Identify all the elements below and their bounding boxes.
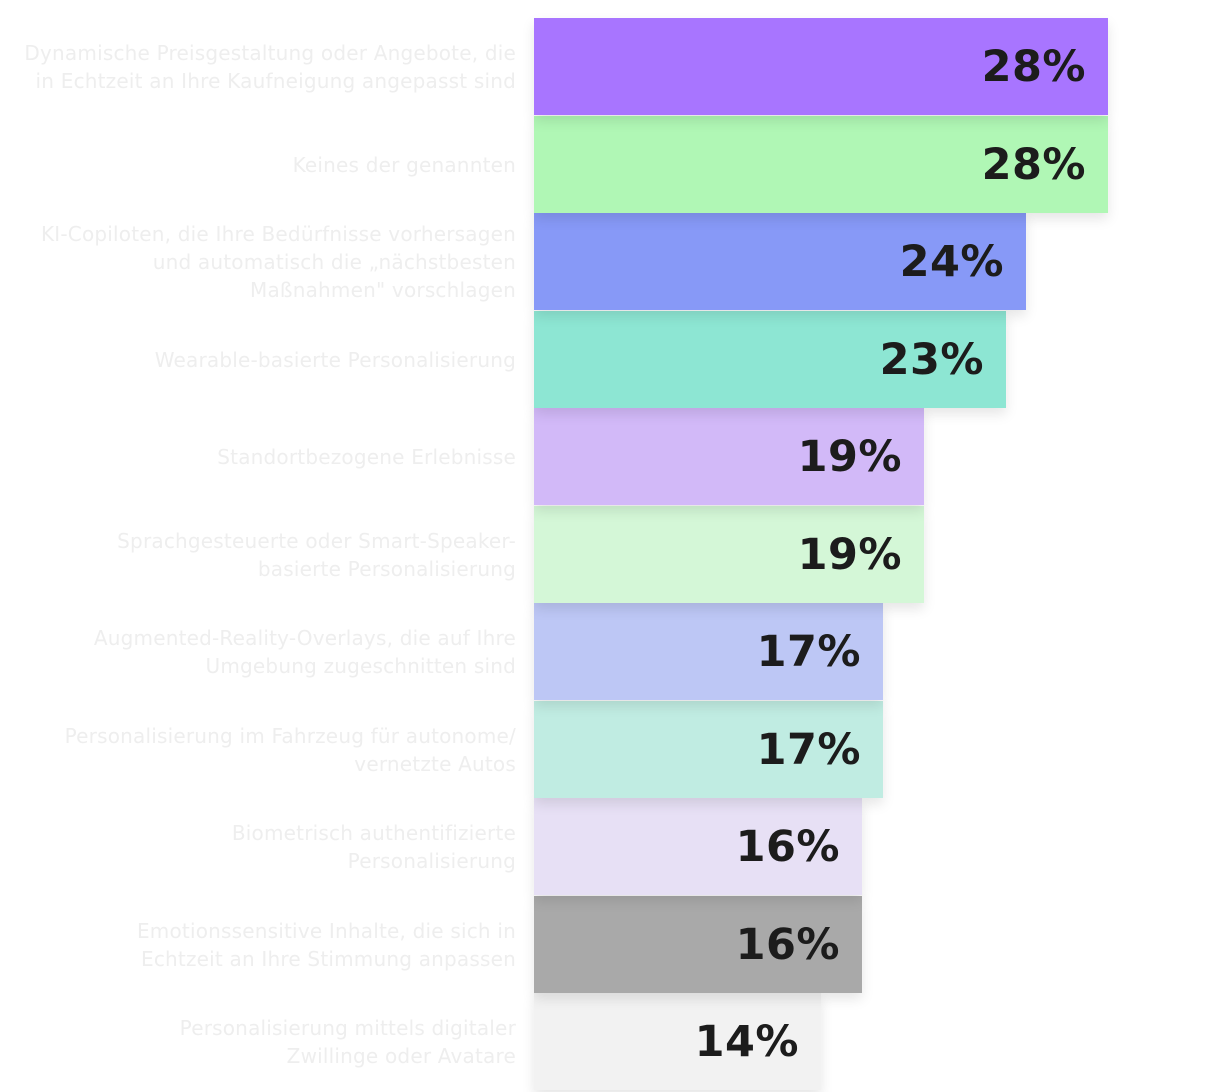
bar-value-label: 17% [756, 626, 861, 677]
bar-value-label: 28% [981, 139, 1086, 190]
bar-row: Emotionssensitive Inhalte, die sich in E… [0, 896, 1232, 993]
category-label: Keines der genannten [0, 116, 516, 213]
category-label-text: Sprachgesteuerte oder Smart-Speaker- bas… [117, 528, 516, 581]
category-label-text: Emotionssensitive Inhalte, die sich in E… [136, 918, 516, 971]
bar-row: Wearable-basierte Personalisierung 23% [0, 311, 1232, 408]
bar-value-label: 19% [797, 431, 902, 482]
category-label: KI-Copiloten, die Ihre Bedürfnisse vorhe… [0, 213, 516, 310]
category-label-text: Standortbezogene Erlebnisse [217, 444, 516, 469]
bar: 14% [534, 993, 821, 1090]
category-label: Biometrisch authentifizierte Personalisi… [0, 798, 516, 895]
bar-row: Sprachgesteuerte oder Smart-Speaker- bas… [0, 506, 1232, 603]
bar-row: Biometrisch authentifizierte Personalisi… [0, 798, 1232, 895]
bar-value-label: 14% [694, 1016, 799, 1067]
category-label: Emotionssensitive Inhalte, die sich in E… [0, 896, 516, 993]
bar-value-label: 24% [899, 236, 1004, 287]
category-label: Personalisierung im Fahrzeug für autonom… [0, 701, 516, 798]
bar-value-label: 19% [797, 529, 902, 580]
bar-row: Standortbezogene Erlebnisse 19% [0, 408, 1232, 505]
bar: 19% [534, 506, 924, 603]
category-label: Standortbezogene Erlebnisse [0, 408, 516, 505]
bar-row: Personalisierung mittels digitaler Zwill… [0, 993, 1232, 1090]
category-label-text: Wearable-basierte Personalisierung [154, 347, 516, 372]
bar-row: Personalisierung im Fahrzeug für autonom… [0, 701, 1232, 798]
bar: 24% [534, 213, 1026, 310]
category-label: Personalisierung mittels digitaler Zwill… [0, 993, 516, 1090]
bar: 28% [534, 18, 1108, 115]
bar: 16% [534, 798, 862, 895]
category-label-text: Augmented-Reality-Overlays, die auf Ihre… [93, 625, 516, 678]
category-label: Wearable-basierte Personalisierung [0, 311, 516, 408]
bar-value-label: 16% [735, 919, 840, 970]
bar: 16% [534, 896, 862, 993]
bar-value-label: 23% [879, 334, 984, 385]
bar: 17% [534, 603, 883, 700]
bar-row: Augmented-Reality-Overlays, die auf Ihre… [0, 603, 1232, 700]
category-label-text: Biometrisch authentifizierte Personalisi… [231, 820, 516, 873]
category-label-text: Dynamische Preisgestaltung oder Angebote… [24, 40, 516, 93]
category-label-text: Keines der genannten [292, 152, 516, 177]
category-label: Augmented-Reality-Overlays, die auf Ihre… [0, 603, 516, 700]
category-label: Sprachgesteuerte oder Smart-Speaker- bas… [0, 506, 516, 603]
bar: 19% [534, 408, 924, 505]
bar-row: Keines der genannten 28% [0, 116, 1232, 213]
category-label-text: Personalisierung mittels digitaler Zwill… [179, 1015, 516, 1068]
bar: 23% [534, 311, 1006, 408]
bar-value-label: 28% [981, 41, 1086, 92]
bar: 28% [534, 116, 1108, 213]
category-label-text: Personalisierung im Fahrzeug für autonom… [64, 723, 516, 776]
bar-value-label: 16% [735, 821, 840, 872]
bar-row: KI-Copiloten, die Ihre Bedürfnisse vorhe… [0, 213, 1232, 310]
category-label-text: KI-Copiloten, die Ihre Bedürfnisse vorhe… [40, 221, 516, 302]
bar: 17% [534, 701, 883, 798]
bar-row: Dynamische Preisgestaltung oder Angebote… [0, 18, 1232, 115]
bar-value-label: 17% [756, 724, 861, 775]
category-label: Dynamische Preisgestaltung oder Angebote… [0, 18, 516, 115]
